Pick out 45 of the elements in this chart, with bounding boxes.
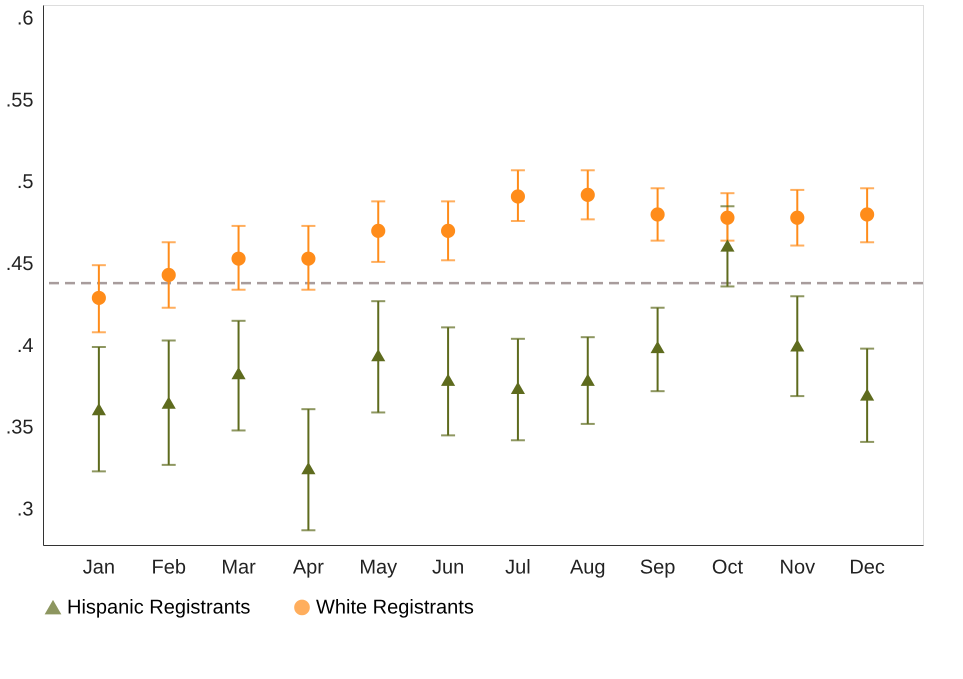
point: [580, 374, 595, 386]
x-tick-label: Mar: [221, 556, 256, 578]
x-tick-label: Dec: [849, 556, 885, 578]
x-tick-label: Apr: [292, 556, 324, 578]
y-tick-label: .6: [16, 8, 34, 30]
point: [92, 403, 106, 416]
x-tick-label: Jan: [82, 556, 115, 578]
point: [371, 349, 386, 362]
point: [441, 374, 456, 386]
x-tick-label: Nov: [779, 556, 816, 578]
point: [162, 268, 176, 282]
point: [231, 252, 246, 266]
x-tick-label: Jul: [505, 556, 531, 578]
legend-label: White Registrants: [316, 596, 474, 618]
point: [650, 207, 665, 222]
point: [92, 290, 106, 305]
point: [162, 396, 176, 409]
y-tick-label: .5: [16, 171, 34, 194]
point: [860, 388, 874, 401]
point: [371, 224, 386, 238]
point: [860, 207, 874, 222]
x-tick-label: May: [359, 556, 398, 578]
legend-label: Hispanic Registrants: [67, 596, 250, 618]
point: [231, 367, 246, 380]
y-tick-label: .3: [16, 498, 34, 520]
point: [441, 224, 456, 238]
point: [580, 188, 595, 202]
y-tick-label: .45: [6, 253, 34, 276]
point: [510, 382, 525, 394]
x-tick-label: Oct: [712, 556, 744, 578]
point: [790, 210, 804, 225]
y-tick-label: .55: [6, 89, 34, 112]
point: [720, 239, 735, 252]
point: [650, 340, 665, 354]
x-tick-label: Feb: [151, 556, 186, 578]
x-tick-label: Jun: [432, 556, 464, 578]
x-tick-label: Sep: [640, 556, 676, 578]
y-tick-label: .35: [6, 416, 34, 439]
point: [510, 189, 525, 204]
point: [720, 210, 735, 225]
y-tick-label: .4: [16, 334, 34, 357]
point: [790, 339, 804, 352]
point: [301, 462, 316, 474]
x-tick-label: Aug: [570, 556, 606, 578]
point: [301, 252, 316, 266]
